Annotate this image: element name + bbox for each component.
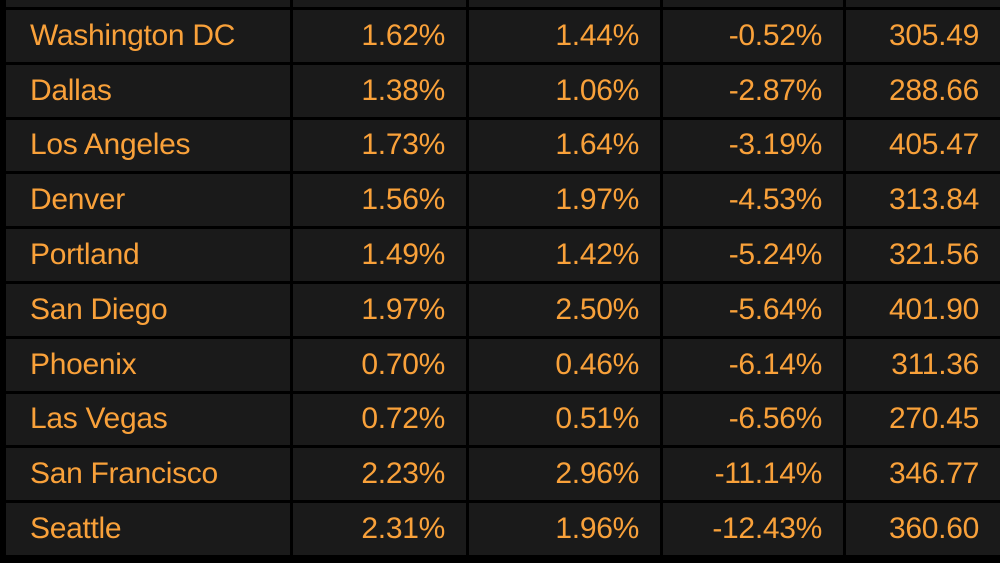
value-cell-4: 401.90 xyxy=(846,283,1000,336)
value-cell-3: -4.53% xyxy=(663,174,843,227)
value-cell-1: 1.38% xyxy=(293,64,466,117)
city-cell: Phoenix xyxy=(6,338,290,391)
value-cell-1: 1.73% xyxy=(293,119,466,172)
value-cell-4: 305.49 xyxy=(846,10,1000,62)
table-row[interactable]: Phoenix 0.70% 0.46% -6.14% 311.36 xyxy=(6,338,1000,391)
value-cell-3: -0.52% xyxy=(663,10,843,62)
value-cell-1: 2.31% xyxy=(293,503,466,555)
city-cell: Washington DC xyxy=(6,10,290,62)
value-cell-3: -6.56% xyxy=(663,393,843,446)
value-cell-3: -11.14% xyxy=(663,448,843,501)
value-cell-3: -6.14% xyxy=(663,338,843,391)
table-rows: Washington DC 1.62% 1.44% -0.52% 305.49 … xyxy=(6,10,1000,555)
table-row[interactable]: Denver 1.56% 1.97% -4.53% 313.84 xyxy=(6,174,1000,227)
value-cell-4: 313.84 xyxy=(846,174,1000,227)
table-row[interactable]: Washington DC 1.62% 1.44% -0.52% 305.49 xyxy=(6,10,1000,62)
city-cell: Los Angeles xyxy=(6,119,290,172)
value-cell-2: 0.46% xyxy=(469,338,660,391)
value-cell-1: 1.97% xyxy=(293,283,466,336)
table-row[interactable]: San Diego 1.97% 2.50% -5.64% 401.90 xyxy=(6,283,1000,336)
table-row[interactable]: San Francisco 2.23% 2.96% -11.14% 346.77 xyxy=(6,448,1000,501)
city-cell: San Diego xyxy=(6,283,290,336)
city-cell: San Francisco xyxy=(6,448,290,501)
value-cell-2: 1.44% xyxy=(469,10,660,62)
value-cell-4: 360.60 xyxy=(846,503,1000,555)
city-cell: Denver xyxy=(6,174,290,227)
city-cell: Las Vegas xyxy=(6,393,290,446)
value-cell-1: 2.23% xyxy=(293,448,466,501)
value-cell-3: -5.64% xyxy=(663,283,843,336)
value-cell-4: 311.36 xyxy=(846,338,1000,391)
city-cell: Portland xyxy=(6,229,290,281)
table-row[interactable]: Dallas 1.38% 1.06% -2.87% 288.66 xyxy=(6,64,1000,117)
value-cell-3: -12.43% xyxy=(663,503,843,555)
table-row[interactable]: Portland 1.49% 1.42% -5.24% 321.56 xyxy=(6,229,1000,281)
partial-cell xyxy=(663,0,843,7)
value-cell-1: 1.56% xyxy=(293,174,466,227)
table-row[interactable]: Los Angeles 1.73% 1.64% -3.19% 405.47 xyxy=(6,119,1000,172)
value-cell-1: 0.72% xyxy=(293,393,466,446)
value-cell-4: 270.45 xyxy=(846,393,1000,446)
partial-cell xyxy=(6,0,290,7)
value-cell-3: -2.87% xyxy=(663,64,843,117)
value-cell-2: 1.97% xyxy=(469,174,660,227)
value-cell-3: -3.19% xyxy=(663,119,843,172)
value-cell-4: 405.47 xyxy=(846,119,1000,172)
value-cell-2: 1.96% xyxy=(469,503,660,555)
table-row[interactable]: Seattle 2.31% 1.96% -12.43% 360.60 xyxy=(6,503,1000,555)
value-cell-1: 1.62% xyxy=(293,10,466,62)
value-cell-3: -5.24% xyxy=(663,229,843,281)
value-cell-2: 2.50% xyxy=(469,283,660,336)
value-cell-4: 346.77 xyxy=(846,448,1000,501)
table-row[interactable]: Las Vegas 0.72% 0.51% -6.56% 270.45 xyxy=(6,393,1000,446)
value-cell-2: 1.42% xyxy=(469,229,660,281)
partial-cell xyxy=(293,0,466,7)
value-cell-2: 1.06% xyxy=(469,64,660,117)
partial-cell xyxy=(846,0,1000,7)
value-cell-2: 0.51% xyxy=(469,393,660,446)
value-cell-4: 321.56 xyxy=(846,229,1000,281)
value-cell-2: 1.64% xyxy=(469,119,660,172)
city-cell: Dallas xyxy=(6,64,290,117)
value-cell-4: 288.66 xyxy=(846,64,1000,117)
partial-cell xyxy=(469,0,660,7)
value-cell-2: 2.96% xyxy=(469,448,660,501)
value-cell-1: 0.70% xyxy=(293,338,466,391)
partial-row-top xyxy=(6,0,1000,7)
city-cell: Seattle xyxy=(6,503,290,555)
value-cell-1: 1.49% xyxy=(293,229,466,281)
